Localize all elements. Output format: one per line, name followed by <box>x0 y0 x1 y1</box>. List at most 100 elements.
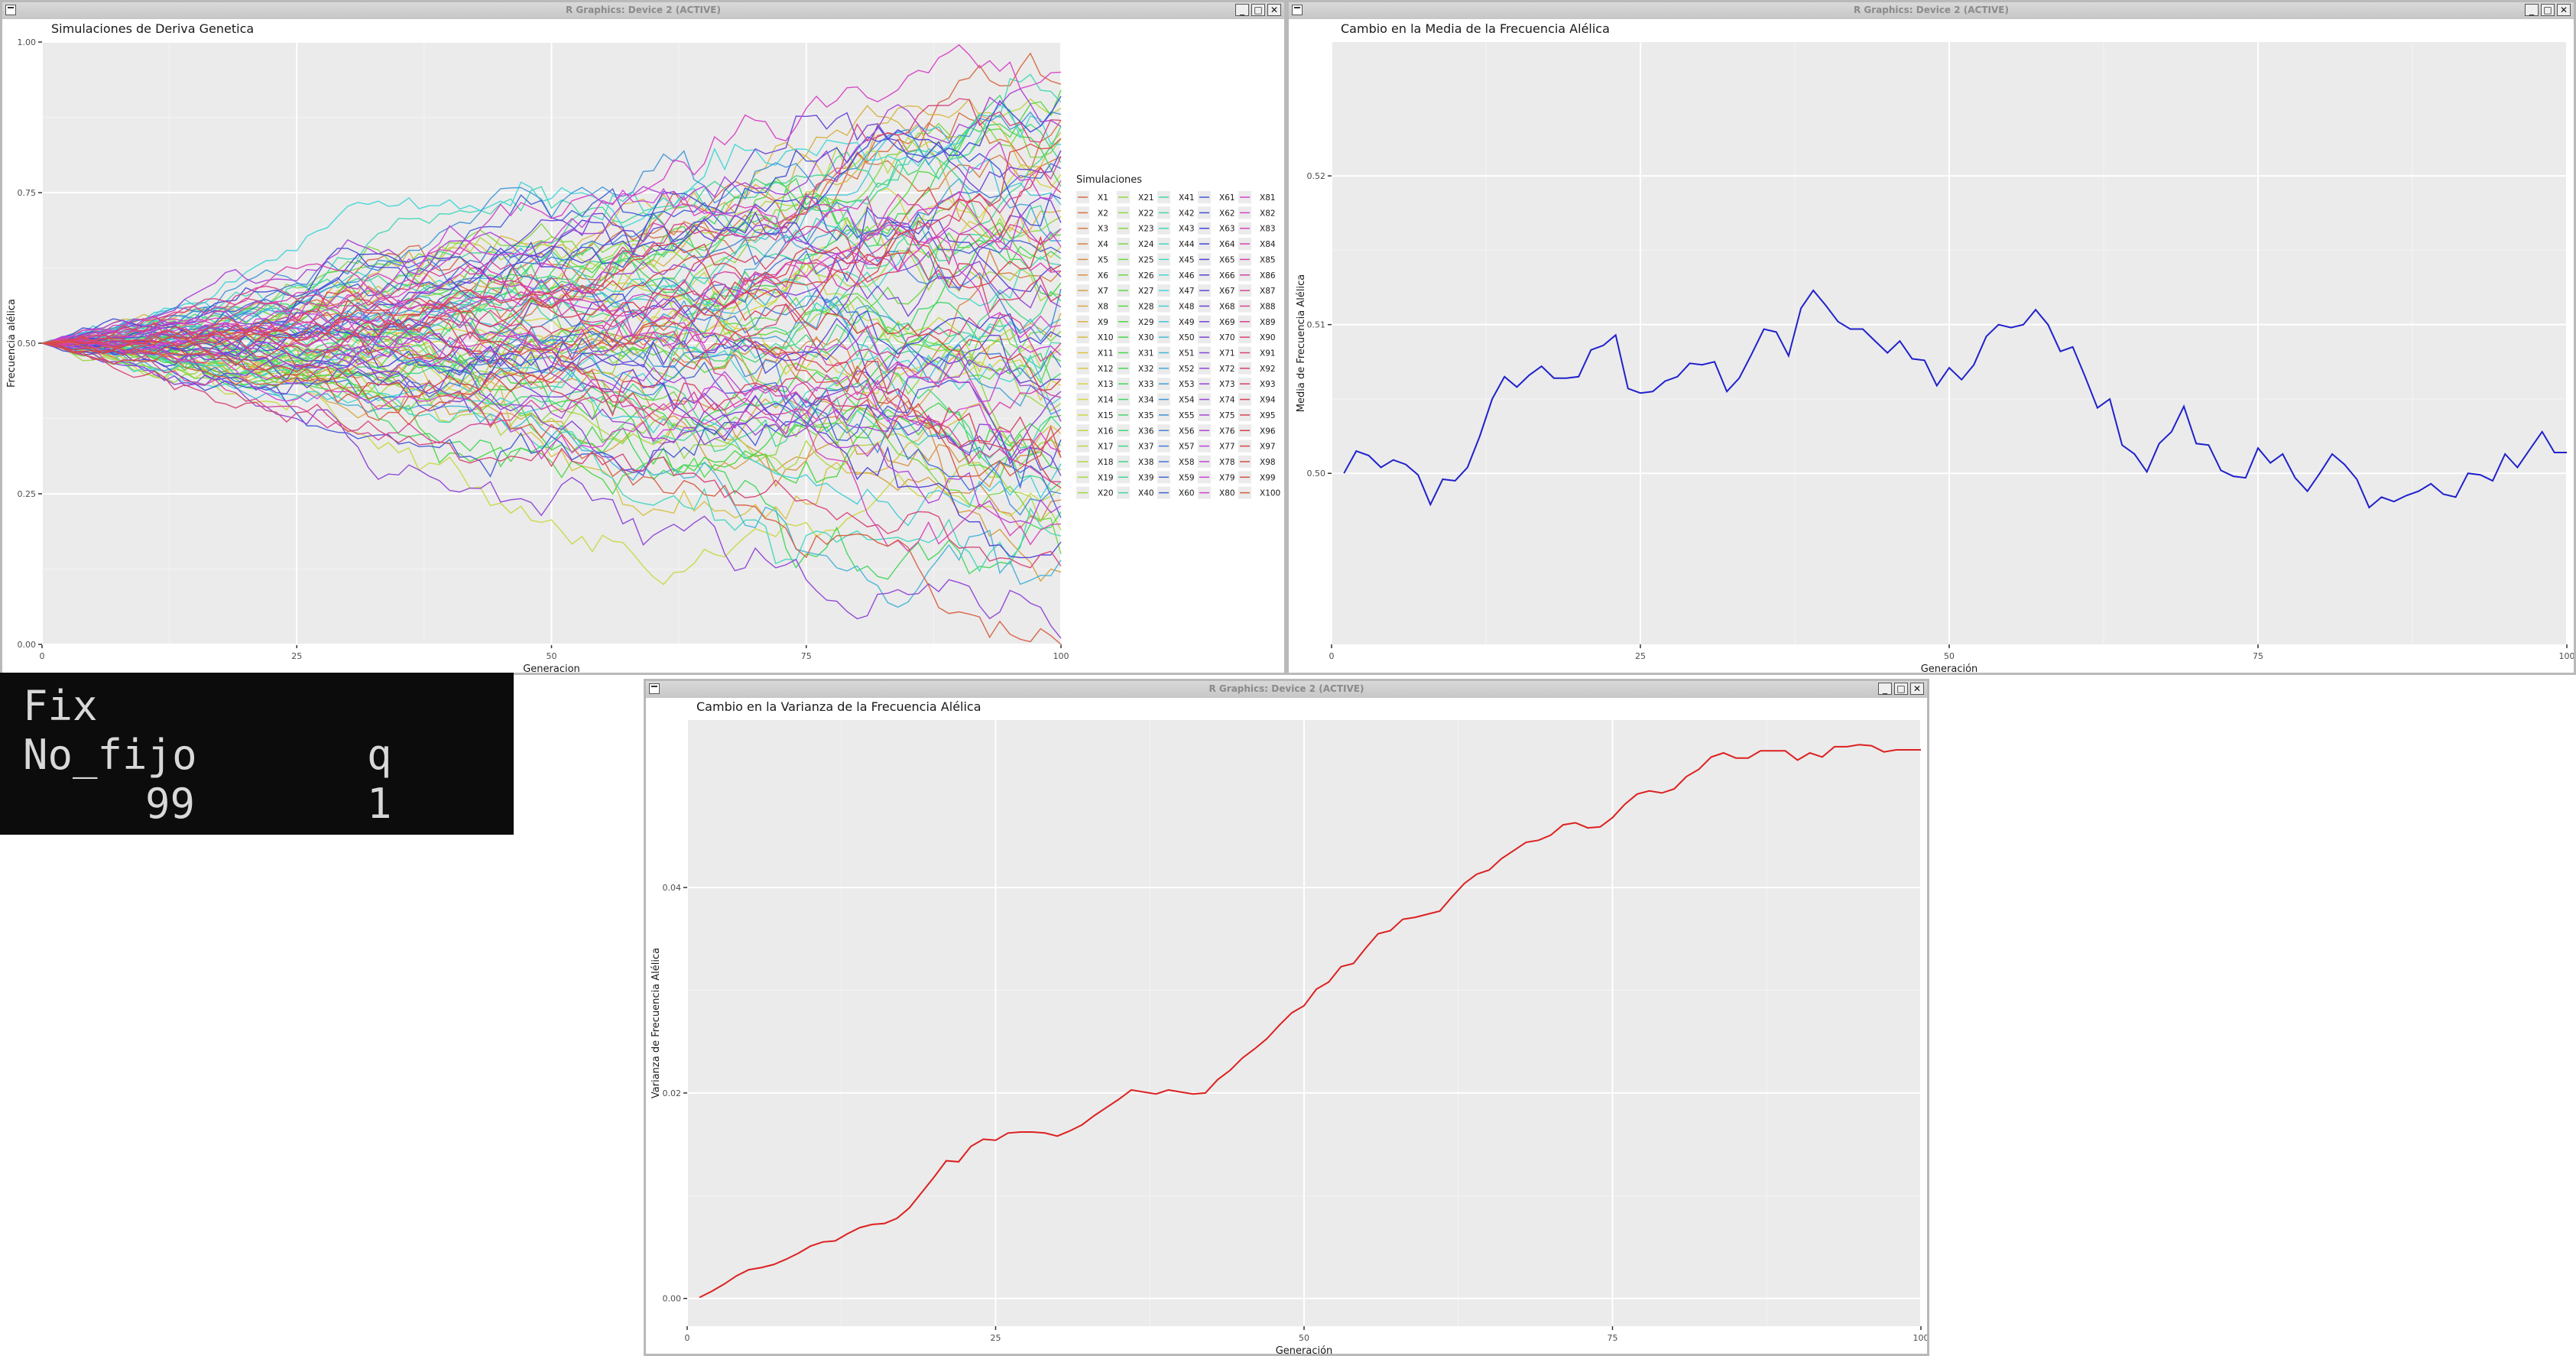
series-line-X77 <box>41 212 1062 355</box>
minimize-button[interactable]: _ <box>2525 4 2539 16</box>
legend-label-X39: X39 <box>1138 473 1154 482</box>
legend-label-X58: X58 <box>1179 458 1195 467</box>
legend-label-X44: X44 <box>1179 240 1195 249</box>
window-title: R Graphics: Device 2 (ACTIVE) <box>1209 683 1364 694</box>
legend-label-X76: X76 <box>1219 427 1235 436</box>
legend-label-X75: X75 <box>1219 411 1235 420</box>
x-tick-label: 50 <box>547 651 557 661</box>
console-line-header-b: q <box>367 731 392 779</box>
close-button[interactable]: ✕ <box>1267 4 1281 16</box>
series-line-X75 <box>41 88 1062 344</box>
legend-label-X99: X99 <box>1260 473 1276 482</box>
maximize-button[interactable]: □ <box>1894 683 1908 695</box>
close-button[interactable]: ✕ <box>1910 683 1924 695</box>
console-line-value-a: 99 <box>145 780 196 828</box>
window-titlebar[interactable]: R Graphics: Device 2 (ACTIVE) _ □ ✕ <box>1289 2 2574 20</box>
drift-chart: 0 25 50 75 100 0.00 0.25 0.50 0.75 1.00 Simulacion… <box>6 21 1280 673</box>
window-menu-icon[interactable] <box>1292 5 1303 15</box>
legend-label-X5: X5 <box>1098 255 1108 264</box>
graphics-window-variance[interactable]: R Graphics: Device 2 (ACTIVE) _ □ ✕ 0 25 5… <box>644 679 1929 1356</box>
legend-label-X10: X10 <box>1098 333 1114 342</box>
legend-label-X19: X19 <box>1098 473 1114 482</box>
maximize-button[interactable]: □ <box>2541 4 2555 16</box>
legend-label-X90: X90 <box>1260 333 1276 342</box>
legend-label-X57: X57 <box>1179 443 1195 452</box>
legend-title: Simulaciones <box>1076 174 1142 186</box>
y-tick-label: 0.00 <box>663 1294 682 1304</box>
y-tick-label: 0.25 <box>18 489 37 499</box>
legend-label-X34: X34 <box>1138 396 1154 405</box>
y-tick-label: 0.75 <box>18 188 37 198</box>
legend-label-X80: X80 <box>1219 489 1235 498</box>
window-titlebar[interactable]: R Graphics: Device 2 (ACTIVE) _ □ ✕ <box>646 681 1927 699</box>
legend-label-X55: X55 <box>1179 411 1195 420</box>
x-axis-label: Generación <box>1276 1345 1333 1354</box>
series-line-X57 <box>41 288 1062 404</box>
series-line-X94 <box>41 166 1062 360</box>
legend-label-X48: X48 <box>1179 302 1195 311</box>
series-line-X81 <box>41 235 1062 368</box>
series-line-X72 <box>41 342 1062 639</box>
x-tick-label: 100 <box>1913 1333 1928 1343</box>
window-title: R Graphics: Device 2 (ACTIVE) <box>566 5 721 15</box>
legend-label-X43: X43 <box>1179 225 1195 234</box>
series-line-X46 <box>41 342 1062 415</box>
minimize-button[interactable]: _ <box>1878 683 1892 695</box>
legend-label-X41: X41 <box>1179 193 1195 203</box>
legend-label-X66: X66 <box>1219 271 1235 281</box>
legend-label-X70: X70 <box>1219 333 1235 342</box>
mean-chart: 0 25 50 75 100 0.50 0.51 0.52 Cambio en la Media… <box>1296 21 2574 673</box>
minimize-button[interactable]: _ <box>1235 4 1249 16</box>
window-title: R Graphics: Device 2 (ACTIVE) <box>1854 5 2009 15</box>
legend-label-X92: X92 <box>1260 365 1276 374</box>
x-tick-label: 0 <box>1329 651 1335 661</box>
series-line-X58 <box>41 163 1062 346</box>
legend-label-X47: X47 <box>1179 287 1195 296</box>
legend-label-X86: X86 <box>1260 271 1276 281</box>
y-tick-label: 0.50 <box>18 339 37 349</box>
close-button[interactable]: ✕ <box>2557 4 2571 16</box>
legend-label-X9: X9 <box>1098 318 1108 327</box>
variance-chart: 0 25 50 75 100 0.00 0.02 0.04 Cambio en la Varia… <box>650 699 1928 1354</box>
legend-label-X40: X40 <box>1138 489 1154 498</box>
window-menu-icon[interactable] <box>649 683 660 694</box>
legend-label-X63: X63 <box>1219 225 1235 234</box>
plot-area: 0 25 50 75 100 0.00 0.25 0.50 0.75 1.00 Simulacion… <box>2 19 1284 673</box>
legend-label-X74: X74 <box>1219 396 1235 405</box>
legend-label-X62: X62 <box>1219 209 1235 218</box>
r-console[interactable]: ▔ ▔ ▔ ▔ ▔ Fix No_fijo q 99 1 <box>0 673 514 835</box>
legend-label-X59: X59 <box>1179 473 1195 482</box>
legend-label-X85: X85 <box>1260 255 1276 264</box>
legend-label-X22: X22 <box>1138 209 1154 218</box>
legend-label-X3: X3 <box>1098 225 1108 234</box>
x-tick-label: 25 <box>991 1333 1001 1343</box>
window-menu-icon[interactable] <box>5 5 16 15</box>
legend-label-X33: X33 <box>1138 380 1154 389</box>
maximize-button[interactable]: □ <box>1251 4 1265 16</box>
graphics-window-mean[interactable]: R Graphics: Device 2 (ACTIVE) _ □ ✕ 0 25 5… <box>1286 0 2576 675</box>
series-line-X68 <box>41 112 1062 344</box>
series-line-X87 <box>41 339 1062 482</box>
legend-label-X18: X18 <box>1098 458 1114 467</box>
x-tick-label: 75 <box>2253 651 2263 661</box>
series-line-X98 <box>41 138 1062 357</box>
series-line-X97 <box>41 255 1062 391</box>
legend-label-X56: X56 <box>1179 427 1195 436</box>
x-axis-label: Generación <box>1921 663 1978 673</box>
legend-label-X53: X53 <box>1179 380 1195 389</box>
legend-label-X98: X98 <box>1260 458 1276 467</box>
legend-label-X15: X15 <box>1098 411 1114 420</box>
legend-label-X27: X27 <box>1138 287 1154 296</box>
legend-label-X50: X50 <box>1179 333 1195 342</box>
legend-label-X67: X67 <box>1219 287 1235 296</box>
window-titlebar[interactable]: R Graphics: Device 2 (ACTIVE) _ □ ✕ <box>2 2 1284 20</box>
series-line-X44 <box>41 342 1062 573</box>
series-line-X38 <box>41 260 1062 358</box>
series-line-X18 <box>41 328 1062 530</box>
x-tick-label: 75 <box>1608 1333 1618 1343</box>
chart-title: Simulaciones de Deriva Genetica <box>51 21 254 36</box>
graphics-window-drift[interactable]: R Graphics: Device 2 (ACTIVE) _ □ ✕ 0 25 5… <box>0 0 1286 675</box>
legend-label-X78: X78 <box>1219 458 1235 467</box>
legend-label-X12: X12 <box>1098 365 1114 374</box>
legend-label-X1: X1 <box>1098 193 1108 203</box>
